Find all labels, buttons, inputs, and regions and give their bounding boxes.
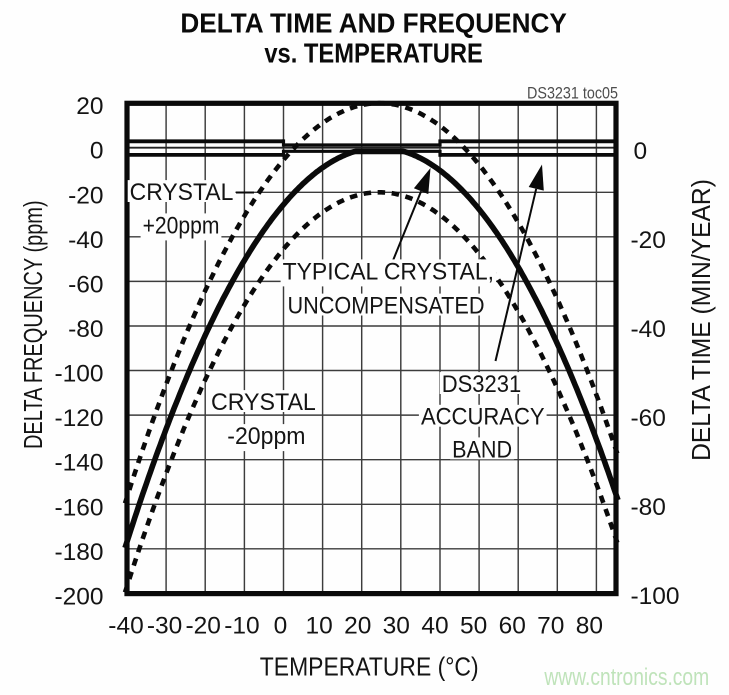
svg-text:TEMPERATURE (°C): TEMPERATURE (°C) [260,652,479,682]
svg-text:50: 50 [460,613,487,640]
svg-text:-30: -30 [147,613,182,640]
svg-text:0: 0 [90,138,104,165]
svg-text:-40: -40 [68,227,103,254]
svg-text:80: 80 [576,613,603,640]
svg-text:DS3231: DS3231 [442,371,522,398]
svg-text:DELTA TIME (MIN/YEAR): DELTA TIME (MIN/YEAR) [686,179,716,461]
svg-text:TYPICAL CRYSTAL,: TYPICAL CRYSTAL, [283,258,494,285]
svg-text:70: 70 [537,613,564,640]
svg-text:UNCOMPENSATED: UNCOMPENSATED [287,293,484,320]
svg-text:-40: -40 [108,613,143,640]
svg-text:DELTA TIME AND FREQUENCY: DELTA TIME AND FREQUENCY [180,7,567,38]
svg-text:-10: -10 [224,613,259,640]
svg-text:-180: -180 [54,539,103,566]
svg-text:-20: -20 [68,182,103,209]
svg-text:20: 20 [344,613,371,640]
svg-text:-60: -60 [631,405,666,432]
svg-text:-120: -120 [54,405,103,432]
svg-text:-80: -80 [68,316,103,343]
svg-text:DELTA FREQUENCY (ppm): DELTA FREQUENCY (ppm) [18,200,48,449]
svg-text:BAND: BAND [452,436,512,463]
svg-text:vs. TEMPERATURE: vs. TEMPERATURE [264,37,483,68]
svg-text:10: 10 [305,613,332,640]
svg-text:0: 0 [634,138,648,165]
svg-text:-100: -100 [631,583,680,610]
svg-text:-40: -40 [631,316,666,343]
svg-text:-20: -20 [185,613,220,640]
svg-text:CRYSTAL: CRYSTAL [211,389,316,416]
svg-text:CRYSTAL: CRYSTAL [130,179,234,206]
svg-text:30: 30 [383,613,410,640]
svg-text:20: 20 [76,93,103,120]
svg-text:-140: -140 [54,450,103,477]
svg-text:-20: -20 [631,227,666,254]
svg-text:0: 0 [274,613,288,640]
svg-text:-80: -80 [631,494,666,521]
svg-text:-60: -60 [68,271,103,298]
svg-text:www.cntronics.com: www.cntronics.com [544,664,710,691]
svg-text:-20ppm: -20ppm [227,423,305,450]
svg-text:40: 40 [421,613,448,640]
svg-text:-200: -200 [54,583,103,610]
svg-text:-100: -100 [54,361,103,388]
svg-text:-160: -160 [54,494,103,521]
svg-text:ACCURACY: ACCURACY [421,404,545,431]
svg-text:DS3231 toc05: DS3231 toc05 [527,84,618,102]
svg-text:+20ppm: +20ppm [143,212,220,239]
svg-text:60: 60 [499,613,526,640]
